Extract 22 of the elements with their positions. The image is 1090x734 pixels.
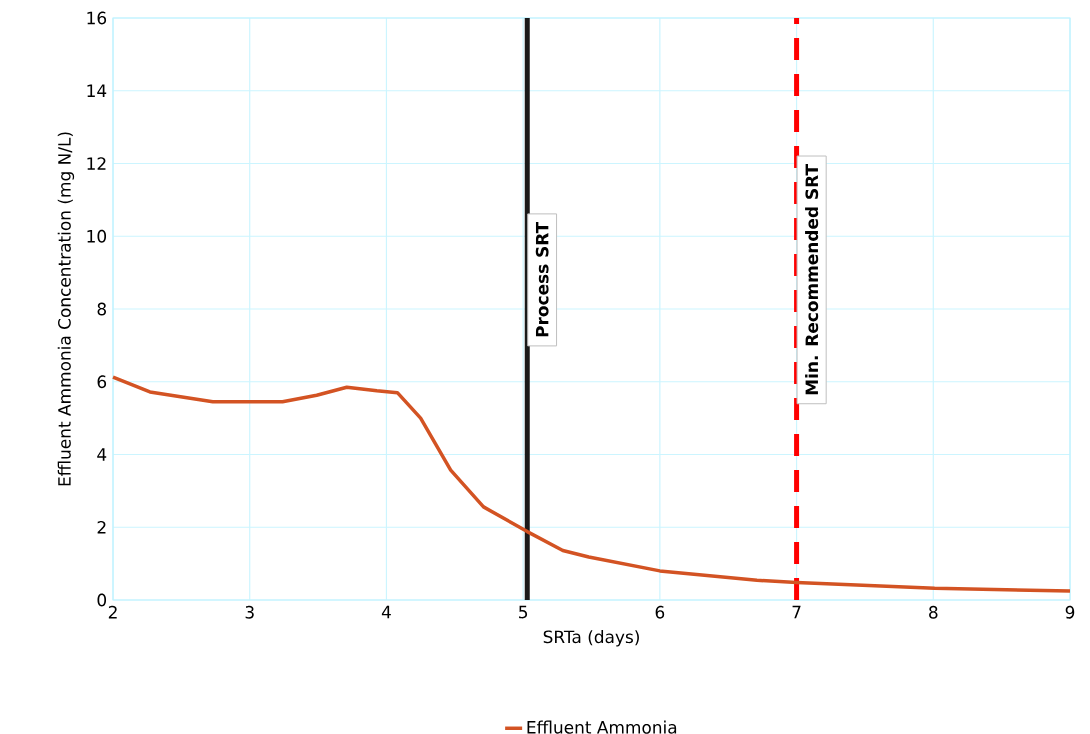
x-tick-label: 8 [929, 605, 938, 619]
legend-label: Effluent Ammonia [527, 720, 677, 734]
y-tick-label: 12 [87, 157, 106, 170]
y-tick-label: 10 [87, 229, 107, 243]
y-axis-title: Effluent Ammonia Concentration (mg N/L) [57, 132, 75, 486]
y-tick-label: 0 [97, 593, 107, 607]
x-tick-label: 4 [381, 605, 391, 619]
y-tick-label: 16 [87, 11, 107, 25]
y-tick-label: 4 [97, 448, 107, 461]
x-tick-label: 6 [655, 605, 665, 619]
y-tick-label: 2 [97, 520, 106, 534]
ref-line-label: Min. Recommended SRT [805, 164, 819, 395]
ref-line-label: Process SRT [535, 221, 549, 337]
y-tick-label: 14 [87, 84, 107, 97]
y-tick-label: 8 [97, 302, 107, 316]
x-tick-label: 5 [519, 605, 528, 619]
x-tick-label: 7 [792, 605, 801, 619]
x-tick-label: 2 [108, 605, 117, 619]
x-tick-label: 9 [1065, 605, 1075, 619]
x-tick-label: 3 [245, 605, 254, 619]
x-axis-title: SRTa (days) [543, 630, 639, 647]
y-tick-label: 6 [97, 375, 107, 389]
